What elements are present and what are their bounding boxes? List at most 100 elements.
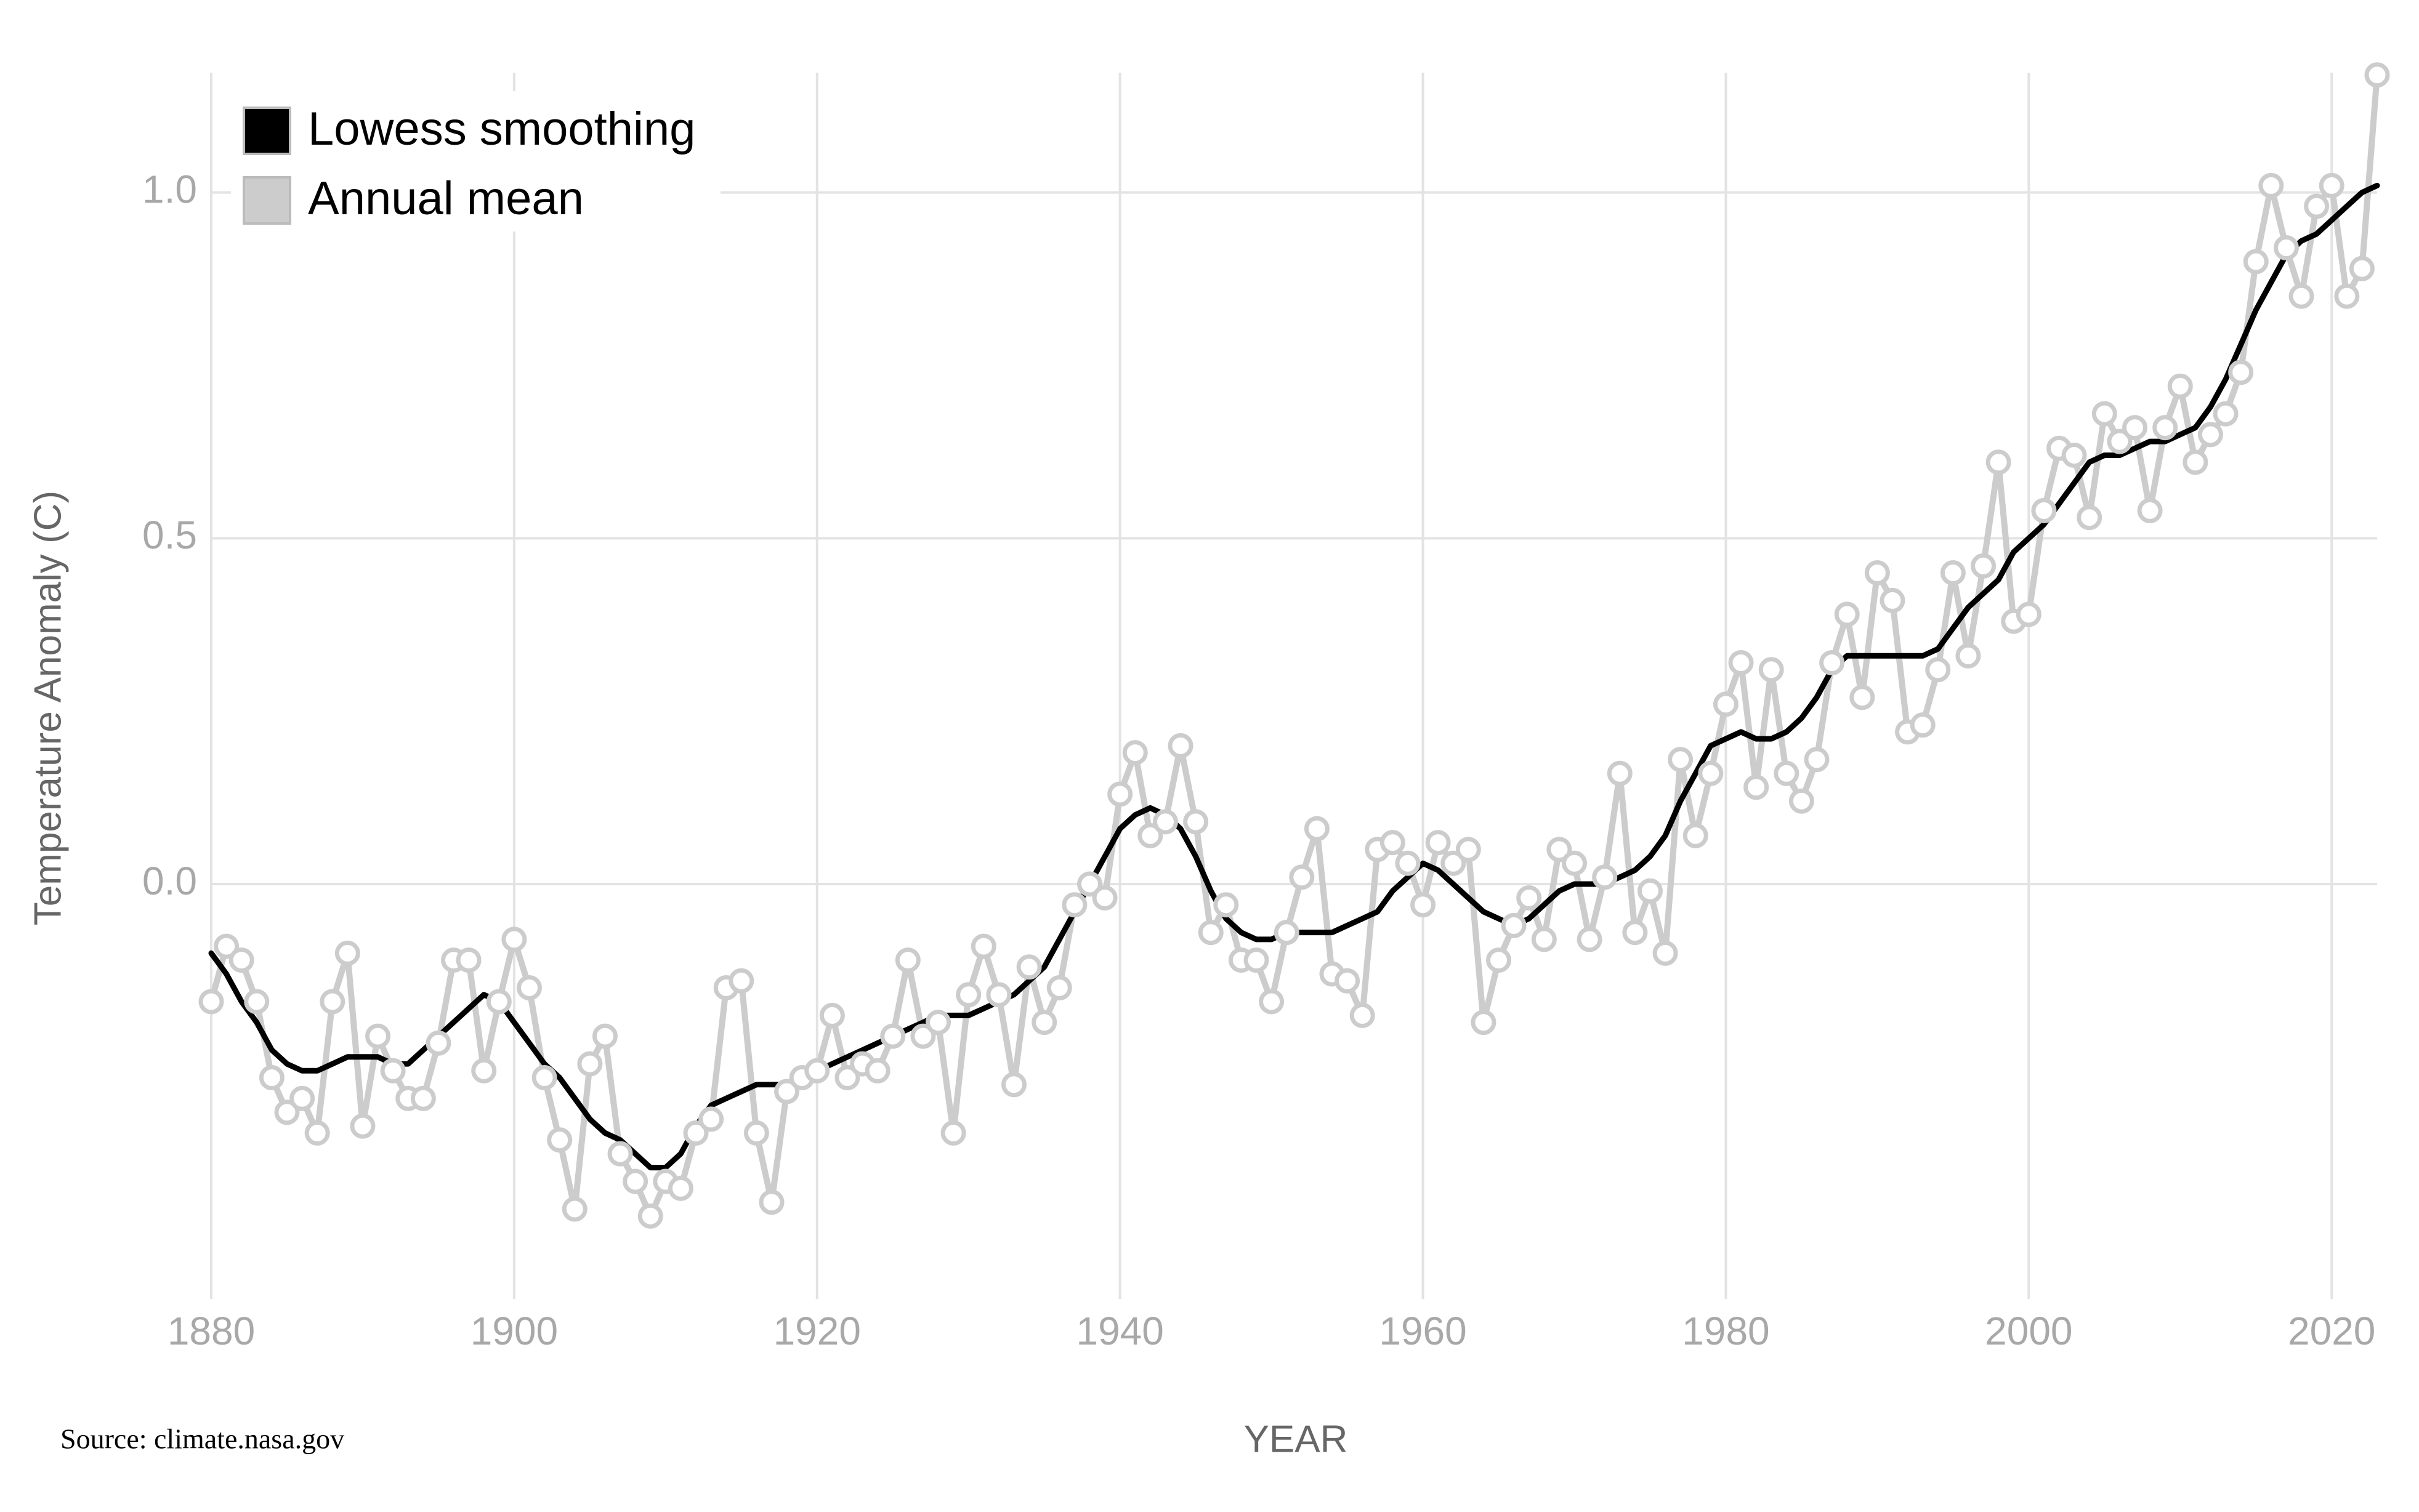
data-point	[1137, 822, 1163, 848]
y-axis-title: Temperature Anomaly (C)	[26, 491, 69, 925]
data-point	[1122, 740, 1148, 766]
data-point	[471, 1058, 497, 1084]
legend-label: Annual mean	[308, 172, 584, 225]
data-point	[1940, 560, 1966, 585]
data-point	[289, 1085, 315, 1111]
data-point	[259, 1065, 285, 1091]
data-point	[2228, 360, 2254, 385]
data-point	[729, 968, 754, 994]
data-point	[1032, 1010, 1057, 1035]
data-point	[1652, 940, 1678, 966]
data-point	[1274, 920, 1299, 946]
data-point	[350, 1113, 376, 1139]
data-point	[1486, 947, 1512, 973]
x-tick-label: 1880	[168, 1309, 255, 1353]
data-point	[334, 940, 360, 966]
data-point	[1925, 657, 1951, 683]
data-point	[698, 1106, 724, 1132]
data-point	[1531, 927, 1557, 952]
data-point	[1243, 947, 1269, 973]
data-point	[2243, 249, 2269, 275]
data-point	[531, 1065, 557, 1091]
data-point	[1698, 760, 1724, 786]
data-point	[910, 1023, 936, 1049]
data-point	[819, 1002, 845, 1028]
data-point	[501, 927, 527, 952]
data-point	[2364, 62, 2390, 88]
data-point	[2091, 401, 2117, 427]
data-point	[986, 982, 1012, 1008]
data-point	[1743, 774, 1769, 800]
x-tick-label: 1940	[1076, 1309, 1163, 1353]
data-point	[486, 989, 512, 1015]
data-point	[1335, 968, 1360, 994]
data-point	[1834, 601, 1860, 627]
data-point	[804, 1058, 830, 1084]
legend-label: Lowess smoothing	[308, 103, 695, 155]
data-point	[1379, 830, 1405, 856]
data-point	[1046, 975, 1072, 1000]
data-point	[426, 1030, 451, 1056]
data-point	[214, 933, 240, 959]
data-point	[1213, 892, 1239, 918]
data-point	[880, 1023, 906, 1049]
data-point	[1607, 760, 1633, 786]
data-point	[1501, 912, 1527, 938]
data-point	[1985, 449, 2011, 475]
data-point	[1425, 830, 1451, 856]
data-point	[2349, 255, 2375, 281]
data-point	[2258, 172, 2284, 198]
data-point	[623, 1168, 648, 1194]
data-point	[1880, 587, 1905, 613]
data-point	[1001, 1072, 1027, 1098]
data-point	[547, 1127, 573, 1153]
data-point	[668, 1175, 693, 1201]
data-point	[1788, 788, 1814, 814]
data-point	[956, 982, 982, 1008]
data-point	[2304, 193, 2330, 219]
data-point	[1198, 920, 1224, 946]
x-axis-title: YEAR	[1244, 1418, 1348, 1460]
data-point	[1955, 643, 1981, 669]
data-point	[1062, 892, 1088, 918]
x-tick-label: 1900	[470, 1309, 558, 1353]
plot-area	[198, 62, 2390, 1229]
data-point	[1577, 927, 1602, 952]
data-point	[2061, 443, 2087, 468]
data-point	[865, 1058, 890, 1084]
data-point	[1092, 885, 1118, 911]
x-tick-label: 2000	[1985, 1309, 2072, 1353]
data-point	[1637, 878, 1663, 904]
data-point	[410, 1085, 436, 1111]
data-point	[895, 947, 921, 973]
data-point	[2197, 422, 2223, 448]
data-point	[2152, 415, 2178, 441]
data-point	[1971, 553, 1997, 579]
data-point	[1728, 650, 1754, 676]
data-point	[1259, 989, 1285, 1015]
x-tick-label: 1960	[1379, 1309, 1466, 1353]
data-point	[2167, 373, 2193, 399]
data-point	[926, 1010, 951, 1035]
data-point	[1168, 733, 1193, 758]
y-tick-label: 1.0	[142, 167, 197, 212]
data-point	[1546, 837, 1572, 863]
x-tick-label: 1920	[773, 1309, 861, 1353]
data-point	[198, 989, 224, 1015]
legend: Lowess smoothing Annual mean	[231, 91, 721, 231]
x-tick-label: 2020	[2288, 1309, 2375, 1353]
data-point	[1289, 864, 1315, 890]
data-point	[1668, 747, 1694, 773]
data-point	[2016, 601, 2041, 627]
data-point	[1849, 685, 1875, 710]
data-point	[834, 1065, 860, 1091]
data-point	[1016, 954, 1042, 980]
grid: 1880 1900 1920 1940 1960 1980 2000 2020 0.0 0.5 1.…	[142, 73, 2377, 1353]
data-point	[2213, 401, 2239, 427]
data-point	[365, 1023, 391, 1049]
data-point	[1410, 892, 1436, 918]
data-point	[516, 975, 542, 1000]
data-point	[1864, 560, 1890, 585]
data-point	[971, 933, 996, 959]
data-point	[577, 1051, 603, 1077]
